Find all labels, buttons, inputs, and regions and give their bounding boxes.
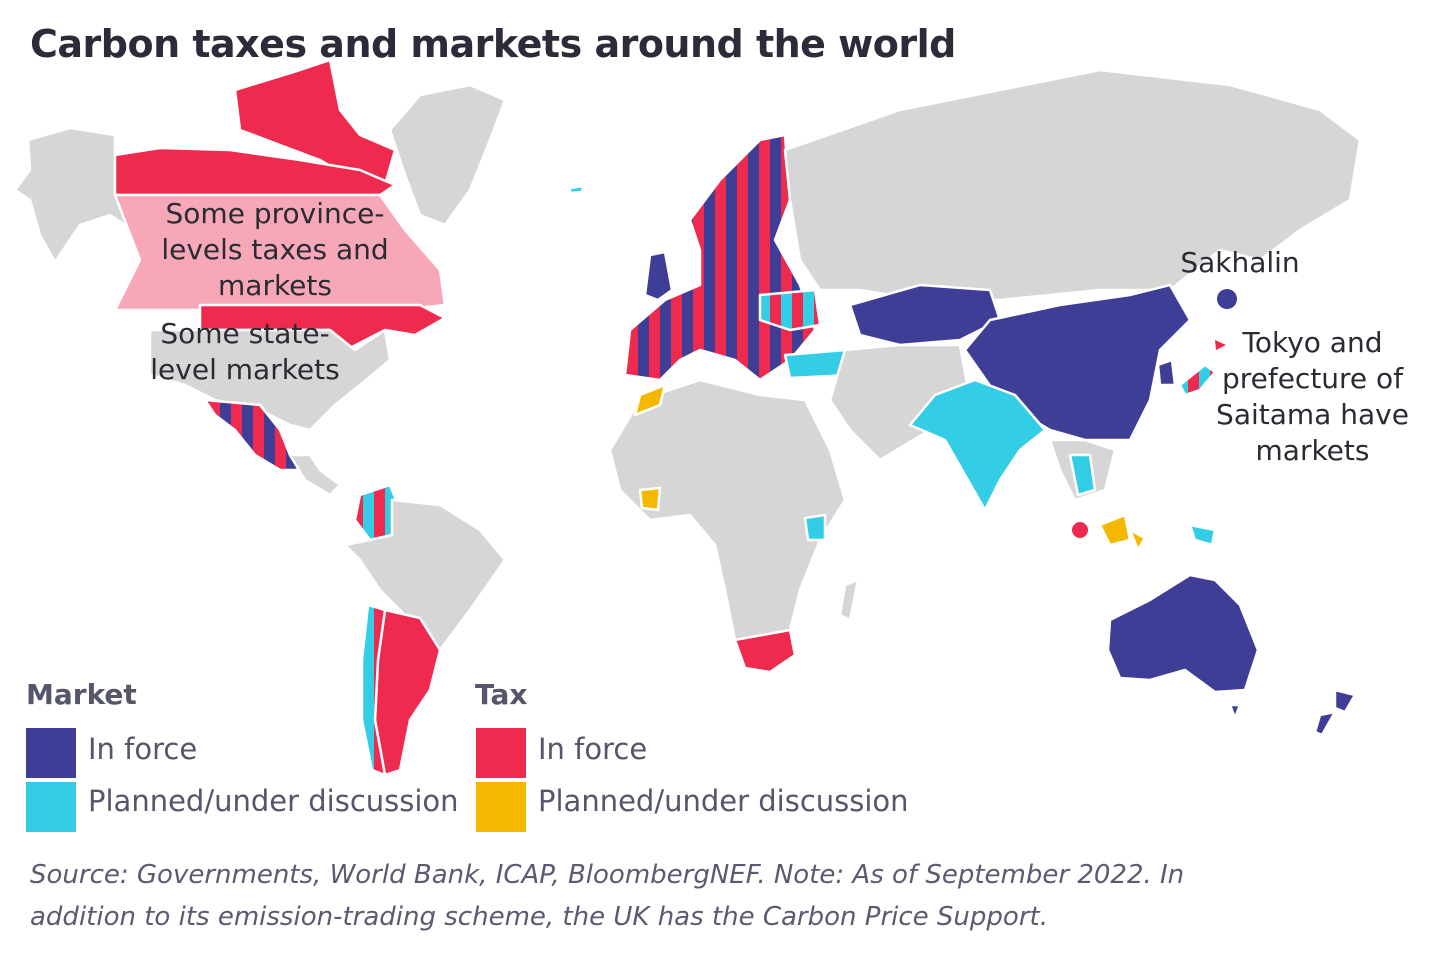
legend-tax-in-force-swatch [476,728,526,778]
country-new-zealand [1313,688,1357,737]
canada-annotation-line3: markets [218,269,332,302]
country-indonesia [1098,513,1132,547]
sakhalin-annotation: Sakhalin [1180,246,1300,279]
country-uk [643,250,674,302]
country-kenya [803,513,827,542]
legend-market-heading: Market [26,678,137,711]
legend-market-planned-label: Planned/under discussion [88,784,459,818]
tokyo-annotation-line2: prefecture of [1221,362,1404,395]
country-ukraine [758,288,822,332]
canada-annotation-line1: Some province- [165,197,385,230]
legend-market-in-force-label: In force [88,732,198,766]
legend-tax-planned-swatch [476,782,526,832]
singapore-marker [1072,522,1088,538]
country-ivory-coast [638,486,662,512]
country-greenland [388,83,507,227]
legend-tax-planned-label: Planned/under discussion [538,784,909,818]
tokyo-annotation-line1: Tokyo and [1242,326,1383,359]
country-canada-arctic [233,58,397,187]
country-russia [783,68,1362,302]
legend-tax-in-force-label: In force [538,732,648,766]
country-madagascar [838,578,860,622]
source-note-line1: Source: Governments, World Bank, ICAP, B… [30,860,1185,890]
us-annotation: Some state- level markets [130,316,360,388]
country-alaska [13,126,142,264]
source-note-line2: addition to its emission-trading scheme,… [30,902,1048,932]
country-png [1188,523,1217,547]
canada-annotation-line2: levels taxes and [161,233,389,266]
tokyo-annotation-line4: markets [1255,434,1370,467]
tokyo-annotation: Tokyo and prefecture of Saitama have mar… [1210,325,1415,469]
country-iceland [568,184,585,195]
country-mexico [203,398,302,472]
country-thailand [1068,453,1097,497]
country-argentina [373,608,442,777]
us-annotation-line2: level markets [150,353,340,386]
country-australia [1106,573,1260,694]
country-chile [360,603,387,777]
country-japan [1178,363,1217,397]
country-india [908,378,1047,512]
legend-market-in-force-swatch [26,728,76,778]
country-south-africa [733,628,797,674]
legend-market-planned-swatch [26,782,76,832]
country-canada-provinces [113,193,447,312]
country-morocco [633,383,667,417]
canada-annotation: Some province- levels taxes and markets [150,196,400,304]
country-usa [148,328,392,432]
tokyo-marker [1215,340,1226,350]
country-korea [1156,358,1177,387]
legend-tax-heading: Tax [475,678,528,711]
map-title: Carbon taxes and markets around the worl… [30,22,956,66]
tokyo-annotation-line3: Saitama have [1216,398,1409,431]
country-kazakhstan [848,283,1002,347]
us-annotation-line1: Some state- [160,317,330,350]
country-indonesia-east [1128,528,1147,552]
country-tasmania [1228,703,1242,720]
source-note: Source: Governments, World Bank, ICAP, B… [30,854,1370,938]
country-central-america [288,453,342,497]
sakhalin-marker [1217,289,1237,309]
